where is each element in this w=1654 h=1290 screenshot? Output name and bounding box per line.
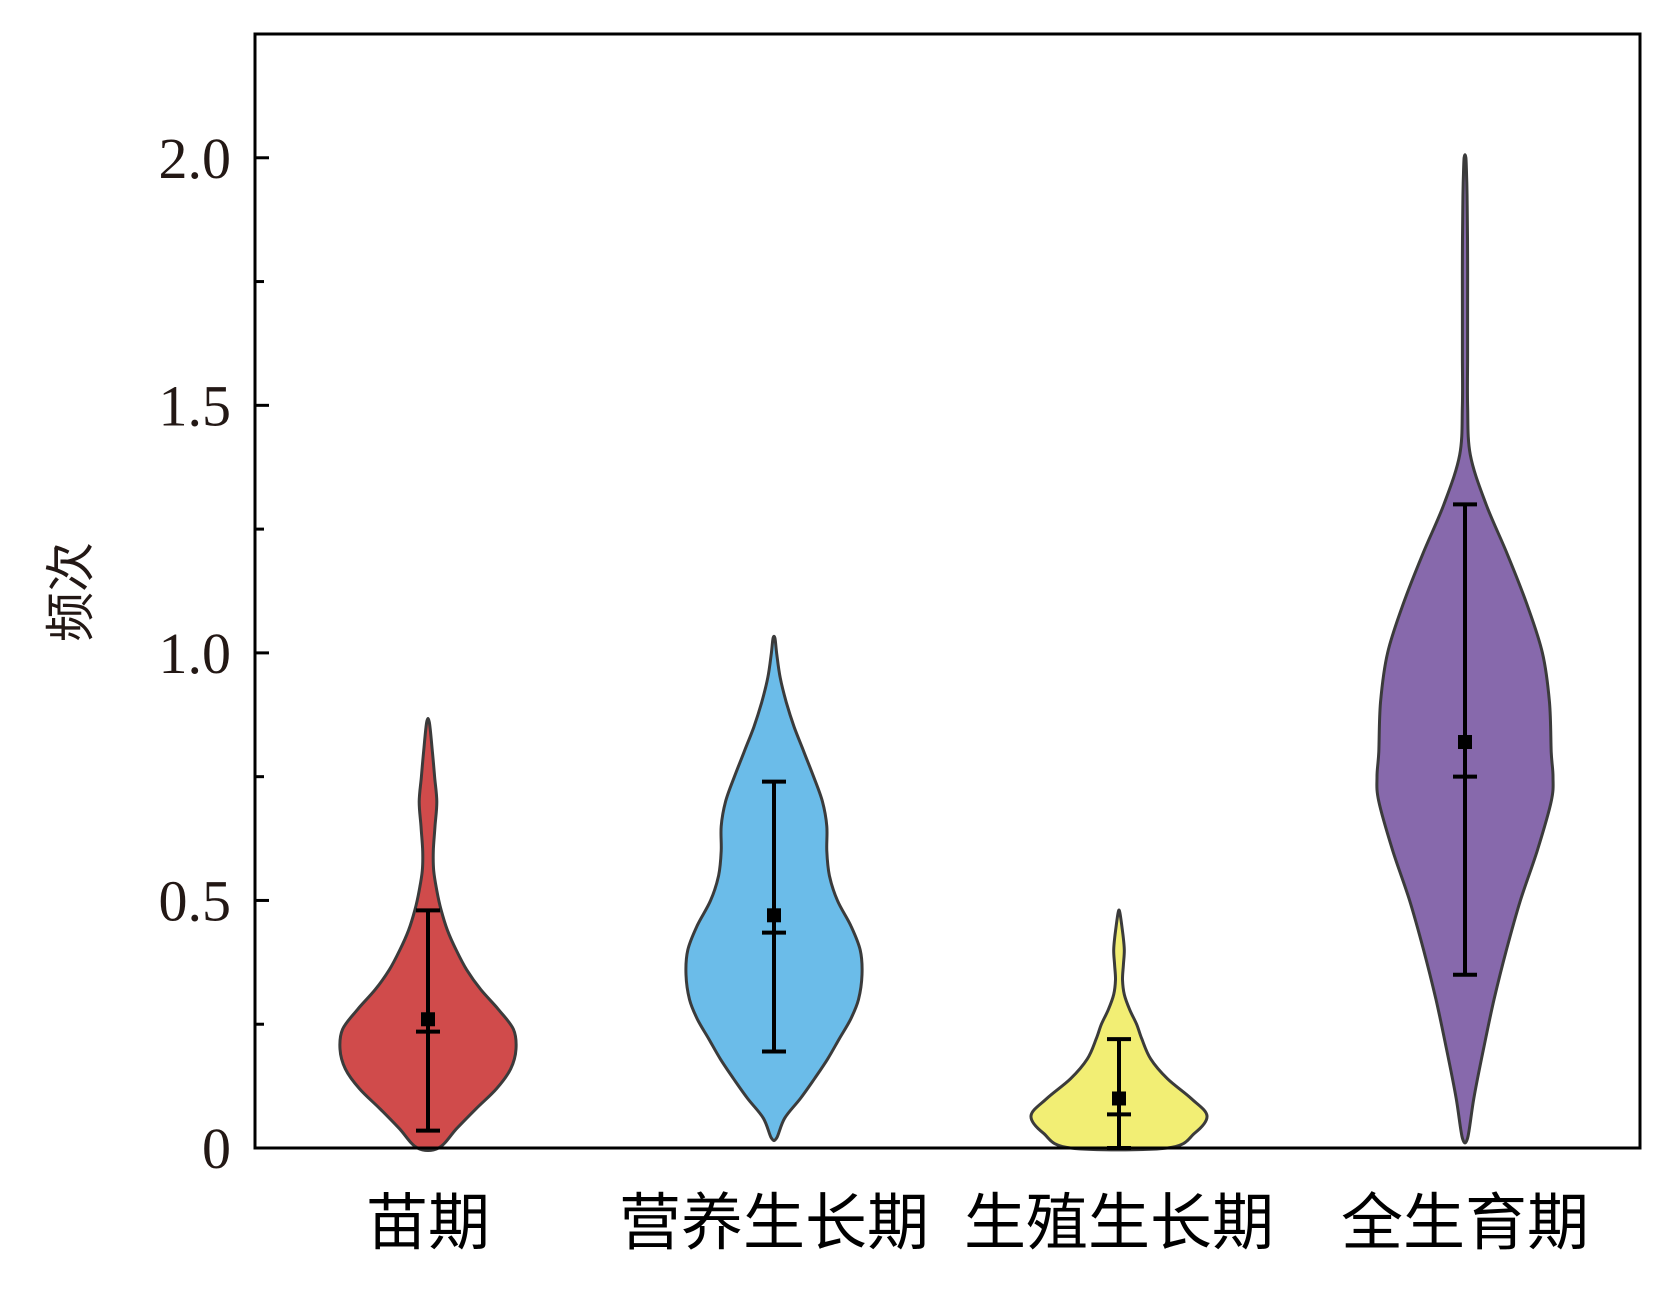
mean-marker-3 <box>1112 1091 1126 1106</box>
x-category-label: 生殖生长期 <box>964 1186 1274 1259</box>
x-category-label: 营养生长期 <box>619 1186 929 1259</box>
x-category-label: 全生育期 <box>1341 1186 1589 1259</box>
mean-marker-1 <box>421 1012 435 1027</box>
y-tick-label: 0 <box>202 1116 231 1181</box>
y-tick-label: 0.5 <box>159 868 232 933</box>
x-category-label: 苗期 <box>366 1186 490 1259</box>
mean-marker-2 <box>767 908 781 923</box>
y-tick-label: 2.0 <box>159 126 232 191</box>
x-axis: 苗期 营养生长期 生殖生长期 全生育期 <box>366 1186 1589 1259</box>
y-axis: 0 0.5 1.0 1.5 2.0 <box>159 126 269 1181</box>
y-axis-label: 频次 <box>42 542 100 642</box>
mean-marker-4 <box>1458 735 1472 750</box>
violin-3 <box>1029 908 1209 1152</box>
error-bars <box>416 502 1477 1150</box>
violins <box>338 153 1555 1152</box>
y-tick-label: 1.5 <box>159 373 232 438</box>
y-tick-label: 1.0 <box>159 621 232 686</box>
plot-frame <box>253 32 1642 1150</box>
